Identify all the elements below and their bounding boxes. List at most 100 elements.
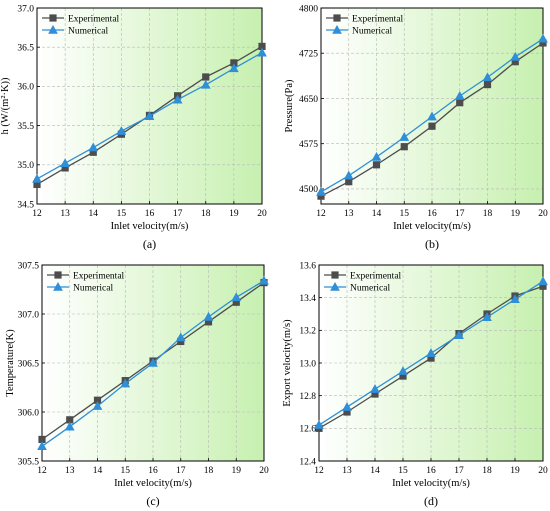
data-point-numerical — [482, 312, 492, 322]
x-tick-label: 20 — [259, 466, 269, 476]
data-point-numerical — [88, 142, 99, 152]
panel-label: (a) — [143, 237, 156, 251]
y-tick-label: 36.5 — [17, 44, 34, 54]
x-tick-label: 20 — [538, 209, 548, 219]
data-point-numerical — [203, 311, 214, 321]
panel-a: 12 13 14 15 16 17 18 19 20 34.5 35.0 35.5 36.0 36.5 37… — [0, 4, 267, 251]
x-tick-label: 18 — [201, 209, 211, 219]
x-tick-label: 15 — [121, 466, 131, 476]
y-tick-label: 307.5 — [18, 261, 40, 271]
data-point-numerical — [172, 94, 183, 104]
x-tick-label: 17 — [173, 209, 183, 219]
x-tick-label: 16 — [148, 466, 158, 476]
data-point-numerical — [120, 378, 131, 388]
data-point-experimental — [202, 73, 210, 81]
x-tick-label: 13 — [342, 466, 352, 476]
x-tick-label: 12 — [314, 466, 324, 476]
x-tick-label: 15 — [400, 209, 410, 219]
panel-b: 12 13 14 15 16 17 18 19 20 4500 4575 4650 4725 4800 In… — [284, 4, 548, 251]
data-point-numerical — [64, 421, 75, 431]
x-tick-label: 14 — [93, 466, 103, 476]
data-point-numerical — [342, 402, 352, 411]
legend-marker — [54, 271, 62, 279]
x-tick-label: 18 — [204, 466, 214, 476]
data-point-numerical — [37, 441, 47, 451]
data-point-numerical — [427, 111, 437, 121]
y-tick-label: 4650 — [299, 95, 318, 105]
y-tick-label: 13.2 — [299, 327, 316, 337]
x-tick-label: 17 — [176, 466, 186, 476]
x-tick-label: 13 — [65, 466, 75, 476]
panel-d: 12 13 14 15 16 17 18 19 20 12.4 12.6 12.8 13.0 13.2 13… — [282, 261, 548, 508]
data-point-numerical — [538, 33, 548, 43]
x-axis-label: Inlet velocity(m/s) — [393, 221, 471, 232]
y-tick-label: 4800 — [299, 4, 318, 14]
legend-label: Experimental — [73, 271, 125, 281]
x-tick-label: 13 — [344, 209, 354, 219]
x-tick-label: 12 — [316, 209, 326, 219]
y-axis-label: Pressure(Pa) — [284, 79, 295, 133]
data-point-numerical — [314, 420, 324, 429]
legend-label: Numerical — [350, 283, 390, 293]
legend-label: Experimental — [350, 271, 402, 281]
x-tick-label: 16 — [145, 209, 155, 219]
panel-label: (d) — [424, 494, 438, 508]
y-axis-label: h (W/(m²·K)) — [0, 77, 11, 135]
data-point-experimental — [372, 161, 381, 169]
x-tick-label: 17 — [455, 209, 465, 219]
data-point-experimental — [456, 99, 464, 107]
y-axis-label: Temperature(K) — [5, 329, 16, 397]
legend-marker — [53, 281, 63, 291]
legend-label: Numerical — [68, 26, 108, 36]
panel-label: (c) — [146, 494, 159, 508]
data-point-numerical — [228, 63, 239, 73]
y-tick-label: 36.0 — [17, 83, 34, 93]
x-tick-label: 19 — [510, 466, 520, 476]
data-point-numerical — [144, 111, 155, 120]
x-tick-label: 18 — [482, 466, 492, 476]
data-point-numerical — [116, 126, 127, 135]
x-tick-label: 19 — [511, 209, 521, 219]
data-point-numerical — [398, 366, 408, 375]
x-tick-label: 15 — [398, 466, 408, 476]
data-point-numerical — [231, 292, 242, 302]
y-tick-label: 4725 — [299, 50, 318, 60]
data-point-numerical — [510, 294, 520, 304]
y-tick-label: 307.0 — [18, 310, 40, 320]
x-tick-label: 14 — [372, 209, 382, 219]
x-tick-label: 19 — [229, 209, 239, 219]
legend-label: Experimental — [68, 14, 120, 24]
y-tick-label: 4575 — [299, 140, 318, 150]
y-tick-label: 34.5 — [17, 200, 34, 210]
y-tick-label: 12.6 — [299, 425, 316, 435]
data-point-numerical — [32, 173, 42, 183]
data-point-numerical — [371, 151, 382, 161]
data-point-experimental — [345, 178, 353, 186]
y-tick-label: 4500 — [299, 185, 318, 195]
data-point-numerical — [259, 275, 269, 285]
x-tick-label: 12 — [32, 209, 42, 219]
data-point-numerical — [92, 401, 103, 410]
x-axis-label: Inlet velocity(m/s) — [114, 478, 192, 489]
data-point-numerical — [370, 384, 380, 393]
data-point-numerical — [538, 276, 548, 286]
data-point-numerical — [148, 357, 158, 367]
data-point-numerical — [482, 72, 493, 82]
data-point-numerical — [257, 47, 267, 57]
x-tick-label: 14 — [370, 466, 380, 476]
legend-marker — [333, 14, 341, 22]
x-tick-label: 14 — [89, 209, 99, 219]
panel-label: (b) — [425, 237, 439, 251]
y-tick-label: 306.5 — [18, 359, 40, 369]
x-tick-label: 20 — [257, 209, 267, 219]
x-tick-label: 13 — [60, 209, 70, 219]
data-point-numerical — [454, 91, 465, 100]
x-tick-label: 20 — [538, 466, 548, 476]
x-tick-label: 19 — [232, 466, 242, 476]
y-tick-label: 13.0 — [299, 359, 316, 369]
data-point-numerical — [343, 170, 354, 180]
y-tick-label: 13.6 — [299, 261, 316, 271]
x-tick-label: 12 — [37, 466, 47, 476]
y-tick-label: 35.5 — [17, 122, 34, 132]
